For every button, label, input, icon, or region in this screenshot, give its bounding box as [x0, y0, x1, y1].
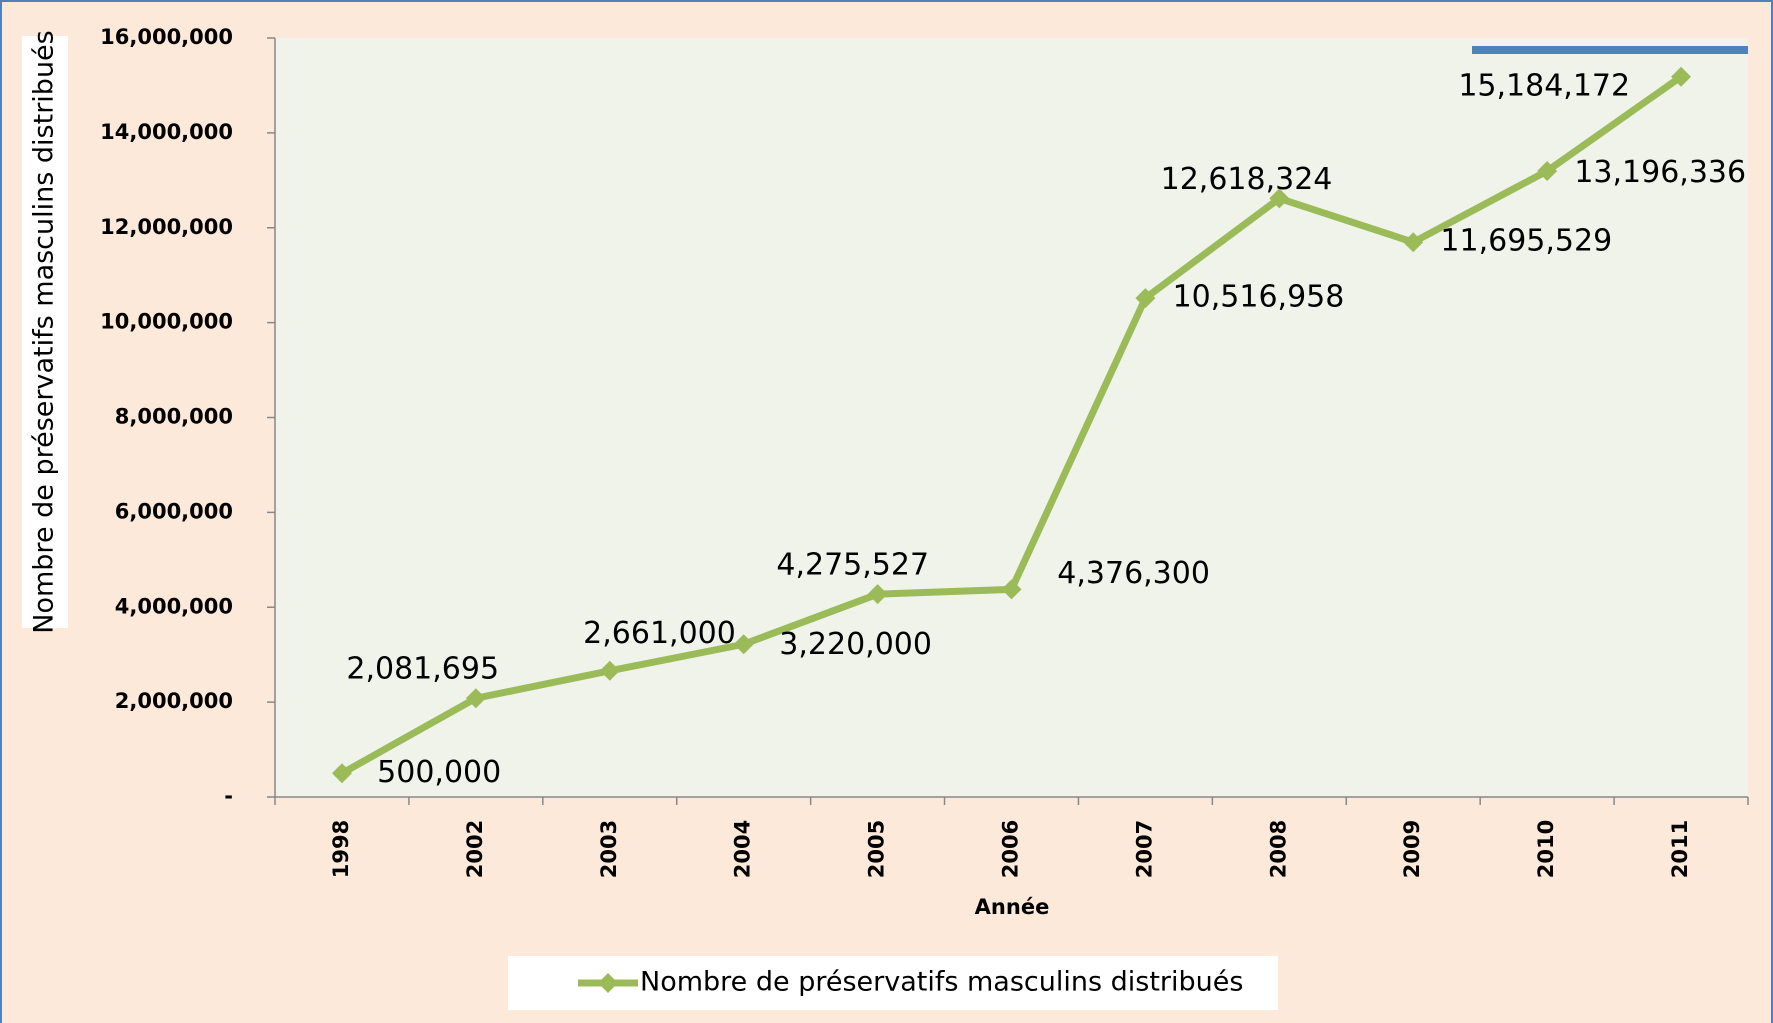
data-label: 11,695,529	[1440, 224, 1612, 259]
legend-label: Nombre de préservatifs masculins distrib…	[640, 967, 1243, 998]
x-tick-label: 1998	[329, 820, 353, 878]
x-tick-label: 2002	[463, 820, 487, 878]
data-label: 4,376,300	[1057, 556, 1210, 591]
data-point	[1269, 188, 1290, 209]
plot-area	[275, 38, 1748, 797]
data-label: 13,196,336	[1574, 155, 1746, 190]
x-axis-title: Année	[975, 895, 1050, 919]
y-tick-label: 4,000,000	[115, 594, 233, 618]
y-title-box	[22, 36, 68, 628]
data-point	[1403, 232, 1424, 253]
data-point	[1135, 288, 1156, 309]
data-label: 2,081,695	[346, 651, 499, 686]
data-point	[1537, 160, 1558, 181]
y-tick-label: 10,000,000	[100, 310, 233, 334]
x-tick-label: 2004	[731, 820, 755, 878]
x-tick-label: 2007	[1132, 820, 1156, 878]
data-label: 2,661,000	[583, 616, 736, 651]
data-point	[867, 584, 888, 605]
y-tick-label: 14,000,000	[100, 120, 233, 144]
x-tick-label: 2006	[999, 820, 1023, 878]
data-label: 15,184,172	[1458, 68, 1630, 103]
legend-marker	[598, 973, 618, 993]
data-point	[599, 660, 620, 681]
data-point	[733, 634, 754, 655]
y-axis-title: Nombre de préservatifs masculins distrib…	[29, 30, 60, 633]
y-tick-label: -	[224, 784, 233, 808]
data-point	[331, 763, 352, 784]
y-tick-label: 16,000,000	[100, 25, 233, 49]
y-tick-label: 6,000,000	[115, 499, 233, 523]
y-tick-label: 2,000,000	[115, 689, 233, 713]
y-tick-label: 8,000,000	[115, 405, 233, 429]
data-label: 12,618,324	[1161, 162, 1333, 197]
data-label: 4,275,527	[776, 547, 929, 582]
data-point	[1001, 579, 1022, 600]
data-label: 3,220,000	[779, 627, 932, 662]
data-label: 10,516,958	[1173, 280, 1345, 315]
x-tick-label: 2011	[1668, 820, 1692, 878]
x-tick-label: 2009	[1400, 820, 1424, 878]
x-tick-label: 2003	[597, 820, 621, 878]
data-point	[465, 688, 486, 709]
x-tick-label: 2010	[1534, 820, 1558, 878]
y-tick-label: 12,000,000	[100, 215, 233, 239]
x-tick-label: 2005	[865, 820, 889, 878]
data-point	[1671, 66, 1692, 87]
x-tick-label: 2008	[1266, 820, 1290, 878]
data-label: 500,000	[377, 755, 501, 790]
